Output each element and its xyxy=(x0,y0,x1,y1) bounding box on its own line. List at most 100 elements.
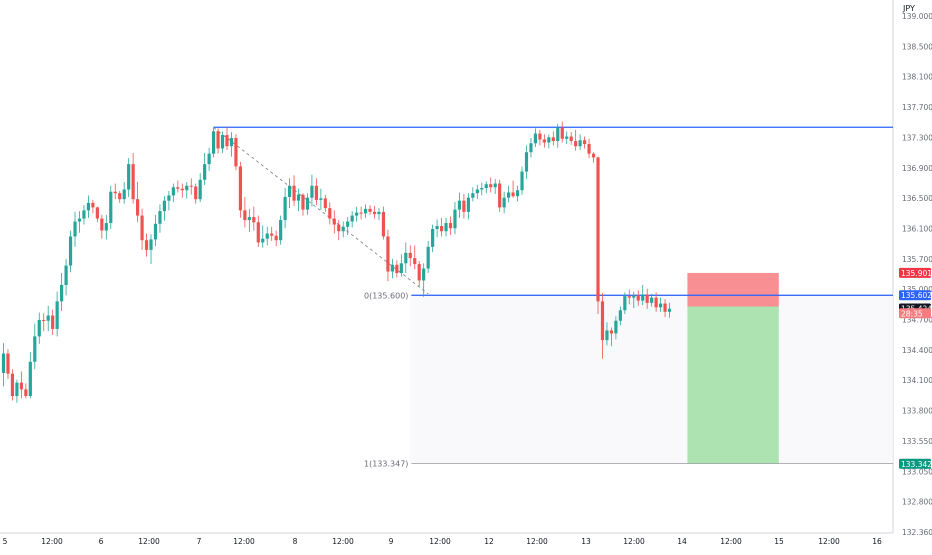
candle xyxy=(641,284,645,306)
candle xyxy=(296,188,301,212)
candle-body xyxy=(323,198,327,209)
candle xyxy=(529,138,533,158)
candle-body xyxy=(314,185,318,200)
candle-body xyxy=(328,208,332,219)
candle-body xyxy=(207,153,211,165)
candle-body xyxy=(395,264,399,274)
candle-body xyxy=(216,131,220,149)
x-tick-label: 12:00 xyxy=(429,537,451,546)
candle-body xyxy=(556,127,560,142)
candle xyxy=(574,129,578,151)
candle xyxy=(234,134,238,171)
candle xyxy=(247,208,251,232)
candle-body xyxy=(252,217,256,223)
y-tick-label: 135.700 xyxy=(902,255,932,264)
candle-body xyxy=(533,133,538,144)
candle-body xyxy=(444,223,448,232)
candle xyxy=(60,273,64,312)
x-tick-label: 12 xyxy=(484,537,494,546)
price-badge-label: 28:35 xyxy=(901,309,923,318)
candle xyxy=(283,187,287,229)
candle xyxy=(390,258,394,279)
candle-body xyxy=(211,131,216,154)
candle xyxy=(645,288,649,309)
candle-body xyxy=(658,303,663,308)
candle-body xyxy=(60,284,64,302)
y-tick-label: 136.900 xyxy=(902,164,932,173)
candle-body xyxy=(127,164,131,190)
candle-body xyxy=(279,220,283,241)
candle-body xyxy=(529,143,533,153)
candle xyxy=(439,217,444,237)
candle xyxy=(185,182,189,199)
candle-body xyxy=(113,191,117,194)
candle-body xyxy=(600,301,605,341)
candle xyxy=(225,126,229,150)
candle-body xyxy=(377,211,381,215)
candle-body xyxy=(596,157,600,302)
y-tick-label: 133.800 xyxy=(902,407,932,416)
candle xyxy=(207,147,211,171)
candle xyxy=(127,158,131,197)
candle-body xyxy=(10,373,15,397)
candle xyxy=(524,145,529,180)
candle xyxy=(533,128,538,147)
candle xyxy=(256,215,260,247)
candle-body xyxy=(551,137,555,142)
x-tick-label: 12:00 xyxy=(332,537,354,546)
x-tick-label: 12:00 xyxy=(41,537,63,546)
candle-body xyxy=(493,183,497,188)
candle xyxy=(122,182,126,204)
x-tick-label: 13 xyxy=(581,537,591,546)
x-tick-label: 5 xyxy=(3,537,8,546)
candle xyxy=(158,204,162,233)
candle-body xyxy=(569,136,573,142)
candle xyxy=(609,327,614,347)
candle xyxy=(153,214,158,247)
candle-body xyxy=(256,222,260,243)
x-tick-label: 12:00 xyxy=(138,537,160,546)
candle xyxy=(422,263,426,297)
candle xyxy=(511,180,515,198)
candle xyxy=(627,289,631,305)
candle xyxy=(167,190,171,211)
candle-body xyxy=(448,223,453,229)
candle-body xyxy=(28,361,32,397)
candle xyxy=(68,230,73,273)
candle-body xyxy=(618,310,622,321)
candle-body xyxy=(270,233,274,236)
y-tick-label: 138.100 xyxy=(902,73,932,82)
y-tick-label: 137.300 xyxy=(902,133,932,142)
price-badge-bg xyxy=(899,290,931,301)
candle-body xyxy=(144,240,149,250)
y-tick-label: 138.500 xyxy=(902,42,932,51)
candle xyxy=(663,299,667,318)
candle xyxy=(104,214,108,240)
candle xyxy=(136,182,140,223)
candle-body xyxy=(471,193,475,198)
currency-label: JPY xyxy=(903,4,915,13)
price-badge-bg xyxy=(899,308,931,319)
candle xyxy=(100,214,104,239)
candle-body xyxy=(591,153,596,158)
stop-loss-zone xyxy=(687,272,779,307)
y-tick-label: 134.100 xyxy=(902,376,932,385)
candle-body xyxy=(605,330,609,341)
candle-body xyxy=(171,187,175,196)
candle xyxy=(569,132,573,145)
candle-body xyxy=(466,197,470,212)
candle xyxy=(328,202,332,225)
candle-body xyxy=(667,308,672,312)
candle xyxy=(498,179,502,212)
candle xyxy=(658,297,663,312)
candle xyxy=(489,177,493,193)
candle xyxy=(381,206,386,240)
candle-body xyxy=(435,226,439,230)
candle-body xyxy=(234,138,238,167)
candle-body xyxy=(511,192,515,197)
candle-body xyxy=(247,217,251,221)
candle-body xyxy=(100,218,104,231)
candle xyxy=(118,190,122,203)
candle-body xyxy=(381,211,386,237)
